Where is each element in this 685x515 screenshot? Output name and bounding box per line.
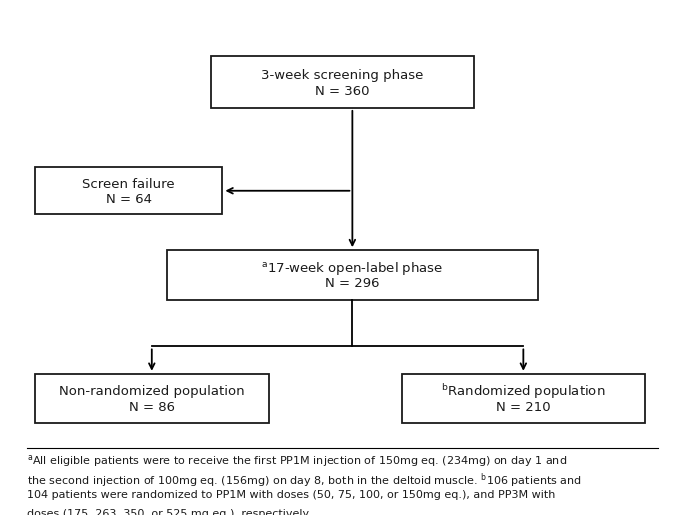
Text: N = 360: N = 360 xyxy=(315,85,370,98)
Text: N = 86: N = 86 xyxy=(129,401,175,414)
Text: Non-randomized population: Non-randomized population xyxy=(59,385,245,399)
Text: 3-week screening phase: 3-week screening phase xyxy=(261,68,424,82)
Bar xyxy=(401,374,645,423)
Bar xyxy=(166,250,538,300)
Text: N = 64: N = 64 xyxy=(105,193,152,205)
Bar xyxy=(211,56,474,108)
Text: N = 296: N = 296 xyxy=(325,277,379,290)
Bar xyxy=(35,374,269,423)
Text: $\mathregular{^{b}}$Randomized population: $\mathregular{^{b}}$Randomized populatio… xyxy=(441,383,606,401)
Text: 104 patients were randomized to PP1M with doses (50, 75, 100, or 150mg eq.), and: 104 patients were randomized to PP1M wit… xyxy=(27,490,556,501)
Text: N = 210: N = 210 xyxy=(496,401,551,414)
Text: $\mathregular{^{a}}$17-week open-label phase: $\mathregular{^{a}}$17-week open-label p… xyxy=(261,260,443,277)
Text: the second injection of 100mg eq. (156mg) on day 8, both in the deltoid muscle. : the second injection of 100mg eq. (156mg… xyxy=(27,472,582,490)
Text: $\mathregular{^a}$All eligible patients were to receive the first PP1M injection: $\mathregular{^a}$All eligible patients … xyxy=(27,453,567,469)
Text: Screen failure: Screen failure xyxy=(82,178,175,191)
Bar xyxy=(35,167,223,214)
Text: doses (175, 263, 350, or 525 mg eq.), respectively.: doses (175, 263, 350, or 525 mg eq.), re… xyxy=(27,509,311,515)
